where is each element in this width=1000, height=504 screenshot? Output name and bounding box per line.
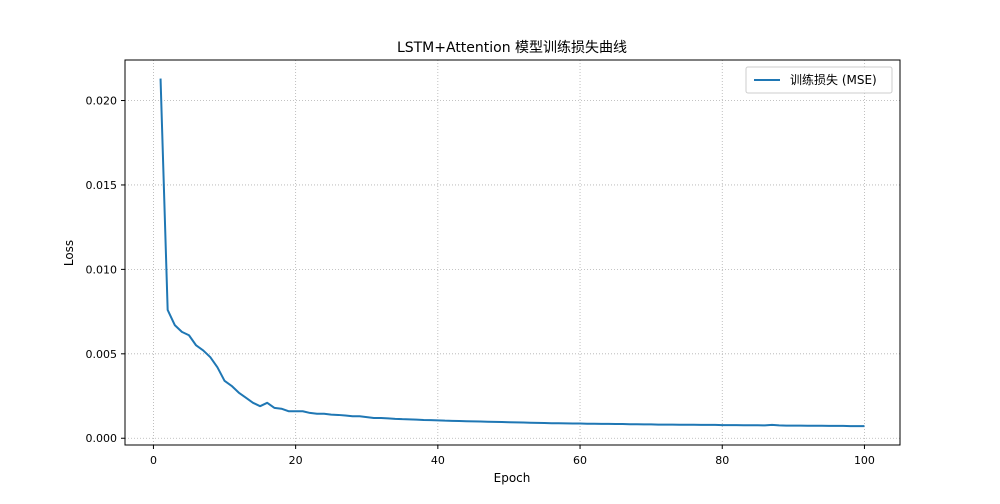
x-tick-label: 80 — [715, 454, 729, 467]
x-tick-label: 60 — [573, 454, 587, 467]
x-tick-label: 40 — [431, 454, 445, 467]
plot-area — [161, 79, 865, 427]
chart-title: LSTM+Attention 模型训练损失曲线 — [397, 40, 627, 56]
y-tick-label: 0.010 — [86, 263, 118, 276]
y-tick-label: 0.005 — [86, 348, 118, 361]
y-axis-label: Loss — [62, 240, 76, 266]
y-tick-label: 0.000 — [86, 432, 118, 445]
x-tick-label: 0 — [150, 454, 157, 467]
legend-label-train-loss: 训练损失 (MSE) — [790, 72, 877, 87]
grid-lines — [125, 60, 900, 445]
y-tick-label: 0.015 — [86, 179, 118, 192]
plot-frame — [125, 60, 900, 445]
series-line-train-loss — [161, 79, 865, 427]
x-tick-label: 20 — [289, 454, 303, 467]
legend: 训练损失 (MSE) — [746, 67, 892, 93]
x-tick-label: 100 — [854, 454, 875, 467]
axis-ticks: 0 20 40 60 80 100 0.000 0.005 0.010 0.015 0.020 — [86, 95, 875, 467]
x-axis-label: Epoch — [494, 471, 531, 485]
y-tick-label: 0.020 — [86, 95, 118, 108]
